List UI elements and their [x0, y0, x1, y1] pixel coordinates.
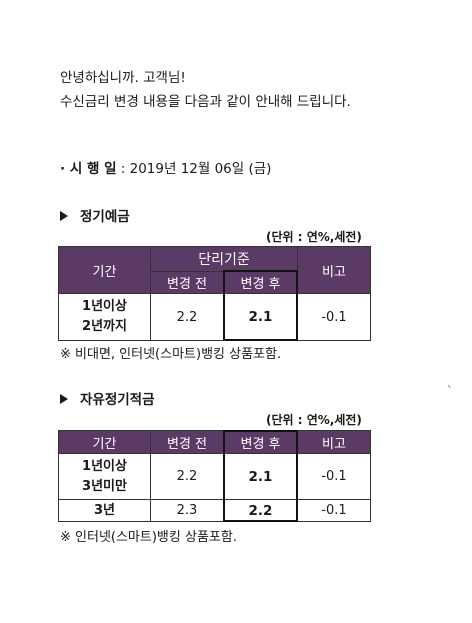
- table-row: 3년 2.3 2.2 -0.1: [58, 499, 371, 522]
- cell-period: 3년: [58, 499, 151, 522]
- savings-rate-table: 기간 변경 전 변경 후 비고 1년이상 3년미만 2.2 2.1 -0.1 3…: [58, 430, 371, 522]
- cell-period: 1년이상 3년미만: [58, 453, 151, 500]
- section-savings-footnote: ※ 인터넷(스마트)뱅킹 상품포함.: [60, 530, 237, 545]
- cell-after: 2.1: [223, 293, 298, 341]
- header-before: 변경 전: [150, 430, 224, 454]
- effective-date: · 시 행 일 : 2019년 12월 06일 (금): [60, 157, 271, 177]
- cell-after: 2.1: [223, 453, 298, 500]
- cell-note: -0.1: [297, 499, 371, 522]
- header-after: 변경 후: [223, 430, 298, 454]
- greeting-line-2: 수신금리 변경 내용을 다음과 같이 안내해 드립니다.: [60, 94, 351, 110]
- header-note: 비고: [297, 246, 371, 294]
- table-row: 1년이상 3년미만 2.2 2.1 -0.1: [58, 453, 371, 500]
- header-after: 변경 후: [223, 271, 298, 294]
- cell-note: -0.1: [297, 293, 371, 341]
- section-deposit-title-text: 정기예금: [80, 209, 130, 225]
- cell-before: 2.3: [150, 499, 224, 522]
- cell-period: 1년이상 2년까지: [58, 293, 151, 341]
- header-before: 변경 전: [150, 271, 224, 294]
- section-deposit-footnote: ※ 비대면, 인터넷(스마트)뱅킹 상품포함.: [60, 347, 282, 362]
- header-period: 기간: [58, 430, 151, 454]
- section-deposit-title: 정기예금: [60, 205, 130, 225]
- deposit-rate-table: 기간 단리기준 비고 변경 전 변경 후 1년이상 2년까지 2.2 2.1 -…: [58, 246, 371, 341]
- section-savings-unit: (단위 : 연%,세전): [266, 413, 362, 427]
- table-row: 1년이상 2년까지 2.2 2.1 -0.1: [58, 293, 371, 341]
- section-savings-title: 자유정기적금: [60, 388, 155, 408]
- bullet-triangle-icon: [60, 394, 68, 404]
- section-savings-title-text: 자유정기적금: [80, 392, 155, 408]
- bullet-triangle-icon: [60, 211, 68, 221]
- header-note: 비고: [297, 430, 371, 454]
- section-deposit-unit: (단위 : 연%,세전): [266, 230, 362, 244]
- greeting-line-1: 안녕하십니까. 고객님!: [60, 70, 186, 86]
- header-period: 기간: [58, 246, 151, 294]
- stray-mark: `: [447, 384, 453, 397]
- greeting: 안녕하십니까. 고객님! 수신금리 변경 내용을 다음과 같이 안내해 드립니다…: [60, 66, 351, 114]
- header-simple-interest: 단리기준: [150, 246, 298, 272]
- effective-date-value: : 2019년 12월 06일 (금): [116, 161, 272, 177]
- cell-before: 2.2: [150, 293, 224, 341]
- cell-before: 2.2: [150, 453, 224, 500]
- effective-date-label: · 시 행 일: [60, 161, 117, 177]
- cell-after: 2.2: [223, 499, 298, 522]
- cell-note: -0.1: [297, 453, 371, 500]
